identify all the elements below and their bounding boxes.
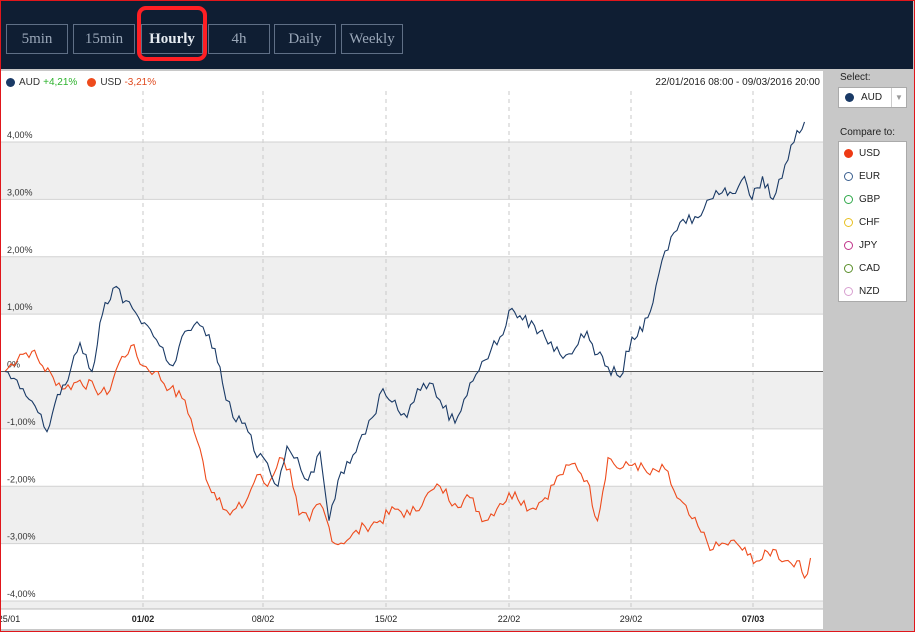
chevron-down-icon[interactable]: ▼ — [891, 88, 906, 107]
compare-item-label: NZD — [859, 285, 880, 297]
selected-currency: AUD — [861, 92, 883, 103]
timeframe-daily-button[interactable]: Daily — [274, 24, 336, 54]
legend-usd-change: -3,21% — [124, 77, 157, 88]
compare-item-eur[interactable]: EUR — [844, 167, 880, 185]
legend-aud-name: AUD — [19, 77, 41, 88]
chart-legend: AUD +4,21% USD -3,21% — [6, 77, 166, 88]
usd-radio-icon — [844, 148, 853, 158]
compare-item-chf[interactable]: CHF — [844, 213, 880, 231]
compare-item-label: GBP — [859, 193, 881, 205]
grid-band — [1, 256, 823, 315]
chart-bands — [1, 91, 823, 609]
line-chart: 4,00% 3,00% 2,00% 1,00% 0% -1,00% -2,00% -3,00%… — [1, 91, 823, 624]
grid-band — [1, 543, 823, 601]
y-tick-label: 4,00% — [7, 130, 33, 140]
legend-usd[interactable]: USD -3,21% — [87, 77, 156, 88]
compare-list: USD EUR GBP CHF JPY CAD NZD — [838, 141, 907, 302]
legend-aud[interactable]: AUD +4,21% — [6, 77, 77, 88]
compare-item-label: CAD — [859, 262, 881, 274]
y-tick-label: 3,00% — [7, 187, 33, 197]
selected-currency-dot-icon — [845, 93, 854, 102]
x-tick-label: 08/02 — [252, 614, 275, 624]
compare-label: Compare to: — [840, 127, 896, 138]
chf-radio-icon — [844, 217, 853, 227]
chart-area[interactable]: 4,00% 3,00% 2,00% 1,00% 0% -1,00% -2,00% -3,00%… — [1, 71, 823, 629]
cad-radio-icon — [844, 263, 853, 273]
series-line-usd — [4, 343, 812, 580]
legend-aud-change: +4,21% — [43, 77, 78, 88]
timeframe-4h-button[interactable]: 4h — [208, 24, 270, 54]
timeframe-toolbar: 5min 15min Hourly 4h Daily Weekly — [1, 1, 913, 69]
grid-band — [1, 428, 823, 487]
grid-band — [1, 486, 823, 544]
y-tick-label: 2,00% — [7, 245, 33, 255]
y-axis-labels: 4,00% 3,00% 2,00% 1,00% 0% -1,00% -2,00% -3,00%… — [7, 130, 36, 599]
y-tick-label: 0% — [7, 360, 20, 370]
x-tick-label: 15/02 — [375, 614, 398, 624]
vertical-gridlines — [142, 91, 754, 609]
horizontal-gridlines — [1, 141, 823, 602]
compare-item-usd[interactable]: USD — [844, 144, 880, 162]
side-panel: Select: AUD ▼ Compare to: USD EUR GBP CH… — [826, 71, 913, 629]
grid-band — [1, 601, 823, 609]
compare-item-gbp[interactable]: GBP — [844, 190, 880, 208]
series-line-aud — [4, 121, 806, 521]
eur-radio-icon — [844, 171, 853, 181]
timeframe-hourly-button[interactable]: Hourly — [141, 24, 203, 54]
nzd-radio-icon — [844, 286, 853, 296]
x-axis-labels: 25/01 01/02 08/02 15/02 22/02 29/02 07/03 — [1, 614, 764, 624]
jpy-radio-icon — [844, 240, 853, 250]
timeframe-weekly-button[interactable]: Weekly — [341, 24, 403, 54]
x-tick-label: 07/03 — [742, 614, 765, 624]
grid-band — [1, 314, 823, 372]
y-tick-label: 1,00% — [7, 302, 33, 312]
compare-item-cad[interactable]: CAD — [844, 259, 880, 277]
aud-legend-dot-icon — [6, 78, 15, 87]
y-tick-label: -2,00% — [7, 474, 36, 484]
y-tick-label: -4,00% — [7, 589, 36, 599]
compare-item-nzd[interactable]: NZD — [844, 282, 880, 300]
y-tick-label: -1,00% — [7, 417, 36, 427]
hourly-highlight-annotation — [137, 6, 207, 61]
currency-select[interactable]: AUD ▼ — [838, 87, 907, 108]
x-tick-label: 29/02 — [620, 614, 643, 624]
compare-item-label: EUR — [859, 170, 881, 182]
select-label: Select: — [840, 72, 871, 83]
x-tick-label: 25/01 — [1, 614, 20, 624]
y-tick-label: -3,00% — [7, 532, 36, 542]
timeframe-15min-button[interactable]: 15min — [73, 24, 135, 54]
compare-item-label: JPY — [859, 239, 878, 251]
grid-band — [1, 91, 823, 142]
x-tick-label: 22/02 — [498, 614, 521, 624]
compare-item-label: USD — [859, 147, 881, 159]
grid-band — [1, 199, 823, 257]
compare-item-jpy[interactable]: JPY — [844, 236, 877, 254]
date-range: 22/01/2016 08:00 - 09/03/2016 20:00 — [655, 77, 820, 88]
timeframe-5min-button[interactable]: 5min — [6, 24, 68, 54]
gbp-radio-icon — [844, 194, 853, 204]
legend-usd-name: USD — [100, 77, 122, 88]
grid-band — [1, 371, 823, 429]
usd-legend-dot-icon — [87, 78, 97, 87]
grid-band — [1, 142, 823, 200]
compare-item-label: CHF — [859, 216, 880, 228]
x-tick-label: 01/02 — [132, 614, 155, 624]
